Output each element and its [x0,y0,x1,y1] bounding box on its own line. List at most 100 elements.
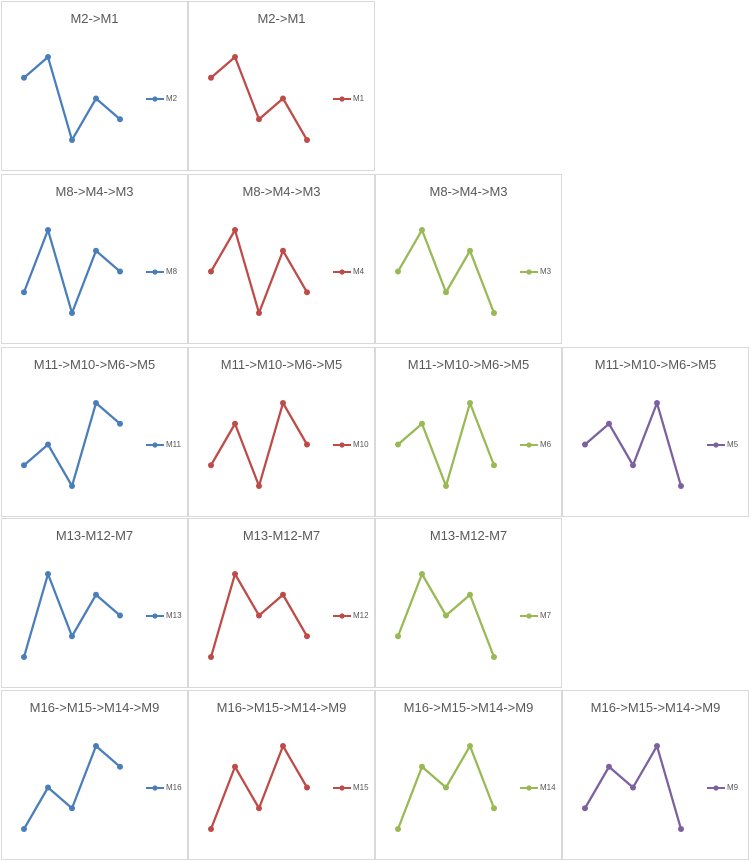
chart-title: M13-M12-M7 [55,528,134,543]
line-plot [582,400,684,489]
data-point [491,462,497,469]
legend-dot [713,441,719,448]
data-point [280,591,286,598]
legend-marker [520,612,538,619]
data-point [280,400,286,406]
data-point [45,784,51,791]
legend-dot [713,784,719,791]
data-point [69,633,75,640]
legend-marker [520,784,538,791]
line-plot [208,743,310,832]
data-point [256,483,262,489]
chart-title: M11->M10->M6->M5 [220,357,343,372]
legend-label: M13 [166,611,182,620]
legend: M2 [146,94,177,103]
line-plot [21,54,123,143]
series-line [22,572,121,658]
data-point [606,420,612,427]
line-plot [21,400,123,489]
legend-label: M5 [727,440,739,449]
data-point [117,268,123,275]
data-point [232,54,238,60]
series-line [210,55,308,141]
legend-label: M16 [166,783,182,792]
data-point [630,462,636,469]
legend: M3 [520,267,551,276]
chart-panel: M11->M10->M6->M5 M11 [1,347,188,517]
legend-dot [339,612,345,619]
data-point [467,400,473,406]
data-point [678,826,684,832]
data-point [419,420,425,427]
line-plot [582,743,684,832]
legend: M15 [333,783,369,792]
series-line [23,401,121,488]
legend: M10 [333,440,369,449]
chart-panel: M2->M1 M1 [188,1,375,171]
data-point [208,654,214,660]
legend-label: M4 [353,267,365,276]
legend: M13 [146,611,182,620]
chart-panel: M13-M12-M7 M12 [188,518,375,688]
data-point [419,763,425,770]
legend-label: M14 [540,783,556,792]
legend-dot [339,268,345,275]
chart-title: M2->M1 [70,11,119,26]
data-point [45,227,51,233]
line-plot [208,54,310,143]
chart-panel: M16->M15->M14->M9 M16 [1,690,188,860]
legend-dot [526,441,532,448]
legend-marker [707,784,725,791]
data-point [395,441,401,448]
data-point [654,743,660,749]
chart-title: M16->M15->M14->M9 [29,700,160,715]
data-point [117,116,123,123]
line-plot [21,743,123,832]
chart-panel: M16->M15->M14->M9 M14 [375,690,562,860]
legend-label: M9 [727,783,739,792]
data-point [45,441,51,448]
data-point [467,247,473,254]
data-point [256,612,262,619]
series-line [23,744,121,830]
legend-dot [152,268,158,275]
legend-dot [339,95,345,102]
data-point [21,462,27,469]
data-point [654,400,660,406]
data-point [69,310,75,316]
legend-dot [152,612,158,619]
legend-dot [526,784,532,791]
legend: M14 [520,783,556,792]
data-point [443,483,449,489]
legend-marker [333,268,351,275]
data-point [256,310,262,316]
data-point [93,247,99,254]
series-line [397,401,496,488]
legend-dot [152,784,158,791]
chart-panel: M11->M10->M6->M5 M5 [562,347,749,517]
data-point [419,227,425,233]
data-point [419,571,425,577]
chart-title: M8->M4->M3 [55,184,134,199]
legend: M7 [520,611,551,620]
legend-marker [146,268,164,275]
data-point [93,400,99,406]
data-point [21,654,27,660]
data-point [69,137,75,143]
data-point [491,805,497,812]
data-point [208,462,214,469]
data-point [280,247,286,254]
legend-marker [146,612,164,619]
chart-panel: M11->M10->M6->M5 M10 [188,347,375,517]
chart-panel: M13-M12-M7 M7 [375,518,562,688]
legend-dot [152,441,158,448]
legend-marker [707,441,725,448]
line-plot [21,571,123,660]
data-point [93,743,99,749]
data-point [21,74,27,81]
legend-dot [526,612,532,619]
data-point [117,612,123,619]
data-point [232,571,238,577]
legend-marker [146,95,164,102]
line-plot [21,227,123,316]
